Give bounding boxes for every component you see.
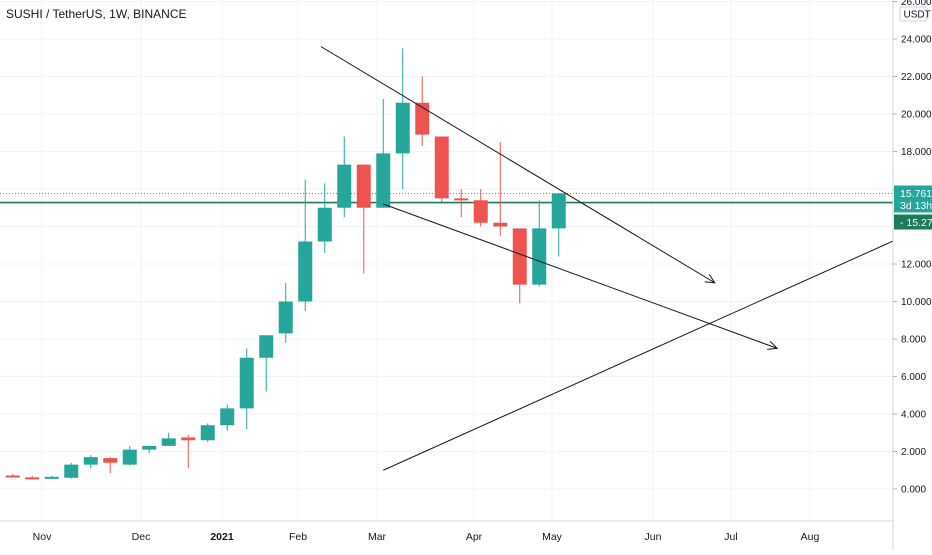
price-tick-label: 8.000 bbox=[901, 335, 926, 346]
currency-badge-label: USDT bbox=[904, 10, 931, 21]
price-tick-label: 20.000 bbox=[901, 110, 932, 121]
time-axis-label: Apr bbox=[466, 531, 483, 543]
countdown-value: 3d 13h bbox=[900, 200, 932, 212]
candle-body bbox=[298, 242, 312, 302]
candle-body bbox=[513, 228, 527, 284]
horizontal-line-tag[interactable]: - 15.279 bbox=[894, 215, 932, 230]
time-axis-label: Jun bbox=[645, 531, 662, 543]
time-axis-label: Mar bbox=[368, 531, 387, 543]
candle-body bbox=[396, 103, 410, 154]
candle-body bbox=[318, 208, 332, 242]
candle-body bbox=[493, 223, 507, 227]
candle-body bbox=[64, 465, 78, 478]
candle-body bbox=[357, 165, 371, 208]
candle-body bbox=[259, 335, 273, 358]
last-price-value: 15.761 bbox=[900, 188, 932, 200]
price-tick-label: 6.000 bbox=[901, 372, 926, 383]
candle-body bbox=[240, 358, 254, 409]
candle[interactable] bbox=[435, 137, 449, 203]
price-tick-label: 18.000 bbox=[901, 147, 932, 158]
price-tick-label: 24.000 bbox=[901, 35, 932, 46]
candle-body bbox=[201, 425, 215, 440]
symbol-title[interactable]: SUSHI / TetherUS, 1W, BINANCE bbox=[6, 7, 187, 21]
price-tick-label: 2.000 bbox=[901, 447, 926, 458]
candle-body bbox=[435, 137, 449, 199]
price-tick-label: 0.000 bbox=[901, 485, 926, 496]
time-axis-label: May bbox=[542, 531, 563, 543]
candle[interactable] bbox=[201, 423, 215, 442]
horizontal-line-value: - 15.279 bbox=[900, 217, 932, 229]
candle-body bbox=[279, 302, 293, 334]
candle-body bbox=[552, 194, 566, 229]
price-tick-label: 12.000 bbox=[901, 260, 932, 271]
time-axis-label: Aug bbox=[801, 531, 820, 543]
price-tick-label: 4.000 bbox=[901, 410, 926, 421]
price-tick-label: 10.000 bbox=[901, 297, 932, 308]
time-axis-label: 2021 bbox=[210, 531, 234, 543]
candle[interactable] bbox=[64, 463, 78, 479]
candle-body bbox=[337, 165, 351, 208]
time-axis-label: Dec bbox=[132, 531, 151, 543]
candle-body bbox=[84, 457, 98, 465]
candle-body bbox=[474, 200, 488, 223]
candle-body bbox=[220, 408, 234, 425]
candle-body bbox=[454, 198, 468, 200]
time-axis-label: Feb bbox=[289, 531, 307, 543]
time-axis-label: Nov bbox=[33, 531, 52, 543]
candle-body bbox=[142, 446, 156, 450]
price-tick-label: 22.000 bbox=[901, 72, 932, 83]
candle-body bbox=[6, 476, 20, 478]
currency-badge[interactable]: USDT bbox=[900, 7, 931, 21]
candle-body bbox=[103, 458, 117, 463]
time-axis-label: Jul bbox=[724, 531, 737, 543]
candle-body bbox=[532, 228, 546, 284]
candle-body bbox=[162, 438, 176, 446]
candle-body bbox=[181, 437, 195, 440]
candle-body bbox=[25, 477, 39, 479]
candle-body bbox=[45, 477, 59, 479]
candle-body bbox=[376, 153, 390, 207]
candle-body bbox=[123, 450, 137, 465]
